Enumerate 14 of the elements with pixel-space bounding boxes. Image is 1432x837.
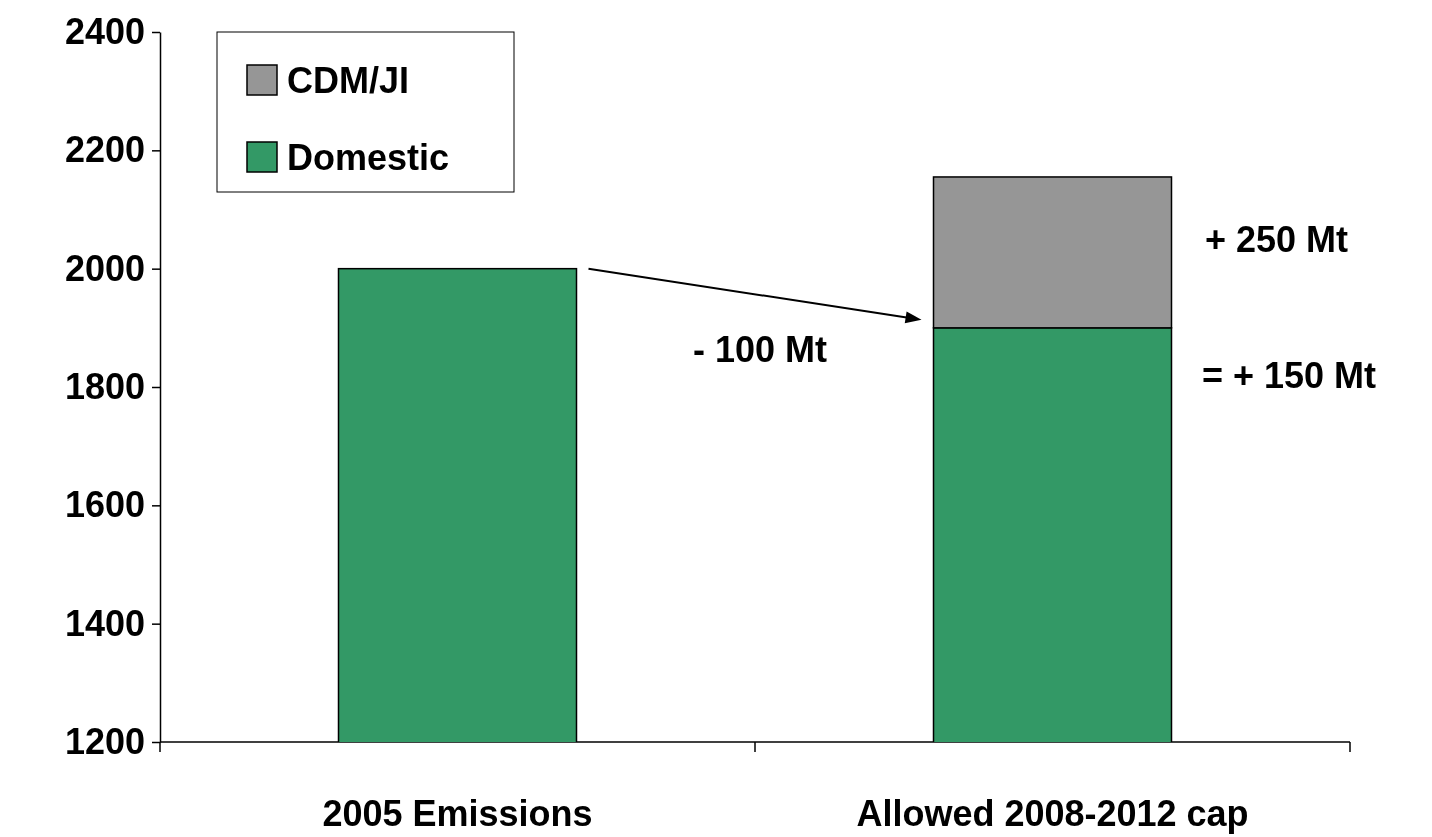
annotation: = + 150 Mt xyxy=(1202,355,1377,396)
legend-label: CDM/JI xyxy=(287,60,410,101)
annotation: + 250 Mt xyxy=(1205,219,1349,260)
y-tick-label: 2200 xyxy=(64,129,145,171)
y-tick-label: 1400 xyxy=(64,602,145,644)
annotation: - 100 Mt xyxy=(692,329,828,370)
y-tick-label: 2400 xyxy=(64,11,145,53)
y-tick-label: 1200 xyxy=(64,721,145,763)
x-tick-label: 2005 Emissions xyxy=(322,793,593,834)
y-tick-label: 2000 xyxy=(64,247,145,289)
y-tick-label: 1800 xyxy=(64,366,145,408)
legend-label: Domestic xyxy=(287,137,450,178)
x-tick-label: Allowed 2008-2012 cap xyxy=(856,793,1249,834)
y-tick-label: 1600 xyxy=(64,484,145,526)
